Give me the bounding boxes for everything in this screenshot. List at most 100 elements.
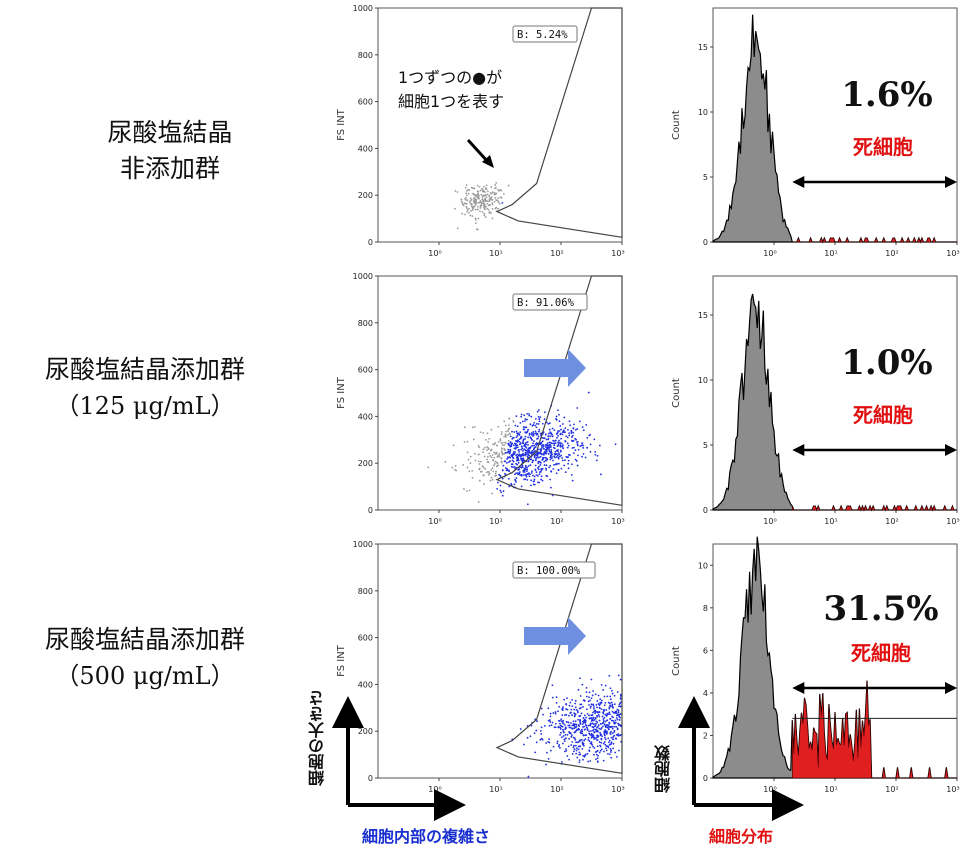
scatter-point [533, 480, 535, 483]
histogram-1-xtick-label: 10¹ [824, 249, 837, 258]
scatter-point [476, 184, 479, 187]
scatter-point [571, 734, 573, 737]
scatter-point [545, 438, 548, 441]
scatter-point [474, 452, 476, 455]
scatter-point [474, 459, 477, 462]
histogram-3-ylabel: Count [671, 646, 682, 676]
scatter-point [532, 474, 534, 477]
scatter-point [485, 205, 488, 208]
scatter-point [576, 444, 579, 447]
scatter-point [598, 715, 601, 718]
scatter-point [488, 472, 491, 475]
scatter-point [524, 420, 526, 422]
scatter-point [591, 733, 594, 736]
scatter-point [474, 208, 477, 211]
scatter-point [569, 731, 572, 734]
scatter-point [534, 469, 537, 471]
scatter-point [566, 436, 569, 439]
scatter-point [615, 717, 618, 719]
scatter-point [473, 425, 476, 428]
scatter-point [566, 446, 569, 449]
scatter-point [486, 207, 489, 210]
scatter-point [591, 713, 594, 716]
scatter-point [562, 735, 565, 737]
scatter-point [539, 432, 542, 435]
scatter-point [474, 218, 477, 221]
scatter-point [499, 489, 502, 492]
scatter-point [610, 736, 613, 739]
scatter-point [516, 432, 519, 435]
scatter-point [608, 741, 610, 744]
scatter-point [511, 430, 513, 433]
annotation-line1: 1つずつの●が [398, 68, 503, 87]
scatter-point [610, 749, 613, 752]
scatter-point [537, 460, 540, 463]
scatter-1-xtick-label: 10¹ [489, 249, 502, 258]
scatter-point [603, 723, 606, 726]
scatter-point [561, 445, 564, 448]
scatter-point [607, 745, 609, 748]
histogram-2-range-head-left [792, 444, 805, 456]
scatter-point [504, 451, 507, 454]
scatter-point [510, 443, 513, 446]
scatter-point [548, 738, 551, 741]
scatter-point [555, 415, 558, 418]
scatter-point [485, 471, 488, 474]
scatter-3-ytick-label: 800 [358, 587, 373, 596]
scatter-point [512, 453, 515, 456]
scatter-point [516, 434, 519, 437]
scatter-point [483, 208, 486, 211]
scatter-point [578, 739, 581, 742]
scatter-point [535, 433, 538, 436]
scatter-point [563, 698, 566, 701]
scatter-point [489, 455, 492, 457]
scatter-point [562, 731, 565, 734]
scatter-point [591, 722, 594, 725]
cell-dot-annotation: 1つずつの●が 細胞1つを表す [398, 66, 505, 114]
scatter-point [596, 454, 599, 457]
scatter-point [599, 731, 601, 734]
scatter-point [471, 470, 474, 472]
scatter-point [581, 742, 584, 745]
scatter-point [495, 470, 497, 473]
scatter-point [548, 449, 551, 452]
scatter-point [534, 443, 537, 445]
scatter-point [546, 475, 549, 478]
scatter-point [556, 454, 559, 457]
scatter-point [559, 425, 562, 427]
scatter-point [474, 222, 477, 225]
scatter-point [571, 741, 574, 743]
scatter-point [597, 724, 600, 726]
annotation-arrow-line [466, 138, 490, 164]
scatter-point [483, 483, 485, 485]
scatter-point [504, 472, 506, 475]
scatter-point [494, 460, 497, 463]
scatter-point [610, 730, 612, 733]
scatter-point [577, 454, 579, 457]
scatter-point [594, 453, 597, 456]
scatter-point [495, 461, 498, 464]
scatter-point [575, 741, 577, 744]
scatter-point [616, 691, 619, 693]
scatter-point [550, 724, 553, 727]
scatter-point [474, 204, 477, 207]
scatter-point [602, 759, 605, 762]
scatter-point [491, 478, 494, 481]
scatter-point [503, 420, 506, 423]
scatter-point [527, 459, 530, 462]
scatter-point [588, 691, 591, 694]
scatter-point [564, 427, 567, 430]
scatter-point [510, 454, 513, 457]
scatter-point [539, 471, 542, 473]
scatter-point [582, 717, 585, 719]
scatter-point [581, 455, 583, 458]
histogram-3: 0 2 4 6 8 10 10⁰ 10¹ 10² 10³ Count 31.5% 死細胞 [671, 536, 960, 794]
scatter-point [539, 449, 542, 452]
scatter-point [479, 199, 482, 202]
scatter-point [583, 714, 586, 717]
scatter-point [603, 730, 606, 733]
scatter-point [491, 453, 494, 456]
histogram-1: 0 5 10 15 10⁰ 10¹ 10² 10³ Count 1.6% 死細胞 [671, 7, 960, 258]
scatter-point [595, 753, 598, 756]
scatter-point [543, 464, 546, 466]
